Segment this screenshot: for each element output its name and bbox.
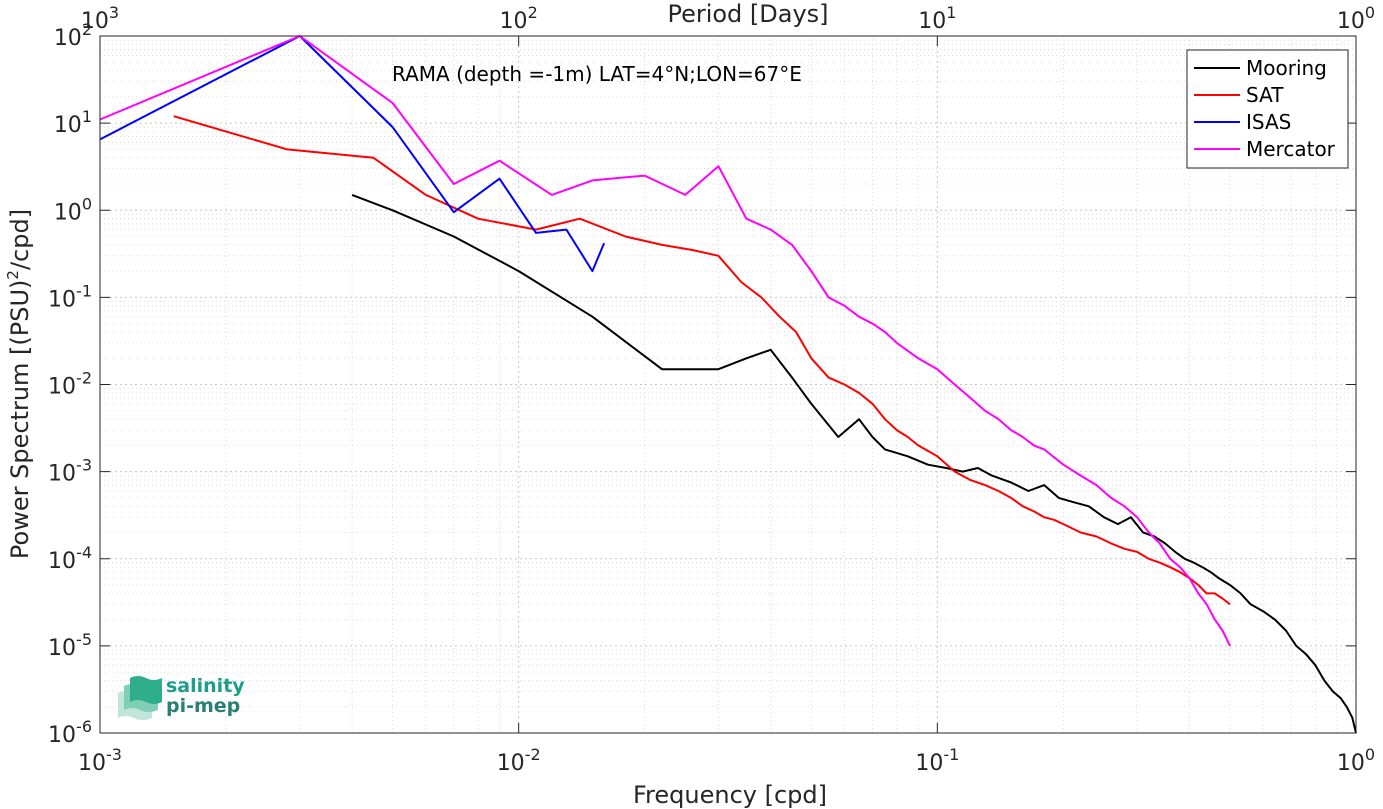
x-tick-label-base: 10 — [497, 751, 525, 776]
chart-annotation: RAMA (depth =-1m) LAT=4°N;LON=67°E — [392, 62, 802, 86]
top-tick-label-base: 10 — [81, 9, 109, 34]
y-tick-label-exponent: -5 — [76, 630, 92, 649]
y-tick-label-exponent: 2 — [82, 20, 92, 39]
salinity-pi-mep-logo: salinity pi-mep — [118, 675, 245, 720]
x-tick-label-exponent: 0 — [1365, 745, 1375, 764]
legend: Mooring SAT ISAS Mercator — [1186, 49, 1349, 169]
y-tick-label-base: 10 — [48, 636, 76, 661]
y-tick-label: 10-3 — [48, 456, 92, 487]
y-tick-label-exponent: -2 — [76, 369, 92, 388]
top-tick-label: 102 — [500, 3, 538, 34]
x-tick-label-exponent: -3 — [106, 745, 122, 764]
x-tick-label-base: 10 — [78, 751, 106, 776]
y-tick-label-base: 10 — [54, 26, 82, 51]
y-tick-label-base: 10 — [48, 723, 76, 748]
y-tick-label: 10-4 — [48, 543, 92, 574]
x-tick-label: 10-1 — [915, 745, 959, 776]
top-tick-label-base: 10 — [500, 9, 528, 34]
top-tick-label-base: 10 — [1337, 9, 1365, 34]
top-tick-label: 100 — [1337, 3, 1375, 34]
y-tick-label-exponent: -3 — [76, 456, 92, 475]
y-tick-label: 101 — [54, 107, 92, 138]
y-tick-label-base: 10 — [48, 462, 76, 487]
y-axis-label: Power Spectrum [(PSU)2/cpd] — [4, 209, 34, 559]
top-tick-label-exponent: 0 — [1365, 3, 1375, 22]
top-tick-label-base: 10 — [918, 9, 946, 34]
x-tick-label-exponent: -1 — [943, 745, 959, 764]
legend-label-mooring: Mooring — [1246, 56, 1327, 80]
top-tick-label-exponent: 3 — [109, 3, 119, 22]
series-line-isas — [99, 35, 606, 273]
y-tick-label-exponent: -6 — [76, 717, 92, 736]
logo-waves-icon — [118, 676, 162, 720]
x-tick-label: 10-2 — [497, 745, 541, 776]
y-tick-label-base: 10 — [48, 549, 76, 574]
x-tick-label: 100 — [1337, 745, 1375, 776]
legend-label-mercator: Mercator — [1246, 137, 1336, 161]
top-tick-label-exponent: 2 — [528, 3, 538, 22]
top-axis-label: Period [Days] — [667, 0, 828, 28]
series-line-mercator — [99, 35, 1231, 647]
x-axis-label: Frequency [cpd] — [633, 781, 827, 809]
y-axis-label-tail: /cpd] — [6, 209, 34, 270]
y-tick-label-base: 10 — [48, 375, 76, 400]
y-tick-label: 10-5 — [48, 630, 92, 661]
y-tick-label: 10-6 — [48, 717, 92, 748]
series-line-sat — [173, 115, 1231, 606]
y-tick-label: 100 — [54, 194, 92, 225]
top-tick-label: 103 — [81, 3, 119, 34]
y-axis-label-main: Power Spectrum [(PSU) — [6, 280, 34, 559]
plot-area — [100, 36, 1356, 733]
y-tick-label-exponent: 1 — [82, 107, 92, 126]
series-layer — [99, 35, 1357, 734]
x-tick-label-base: 10 — [1337, 751, 1365, 776]
x-tick-label-exponent: -2 — [525, 745, 541, 764]
x-tick-label: 10-3 — [78, 745, 122, 776]
logo-text-line2: pi-mep — [166, 695, 240, 717]
y-axis-label-sup: 2 — [4, 270, 22, 280]
y-tick-label: 102 — [54, 20, 92, 51]
legend-label-sat: SAT — [1246, 83, 1284, 107]
tick-marks — [99, 35, 1357, 734]
series-line-mooring — [351, 193, 1357, 734]
legend-label-isas: ISAS — [1246, 110, 1291, 134]
x-tick-label-base: 10 — [915, 751, 943, 776]
logo-text-line1: salinity — [166, 675, 245, 697]
y-tick-label-base: 10 — [54, 113, 82, 138]
y-tick-label: 10-1 — [48, 281, 92, 312]
y-tick-label-exponent: 0 — [82, 194, 92, 213]
y-tick-label-exponent: -4 — [76, 543, 92, 562]
minor-grid — [100, 36, 1356, 733]
top-tick-label: 101 — [918, 3, 956, 34]
y-tick-label: 10-2 — [48, 369, 92, 400]
y-tick-label-base: 10 — [54, 200, 82, 225]
y-tick-label-exponent: -1 — [76, 281, 92, 300]
top-tick-label-exponent: 1 — [946, 3, 956, 22]
y-tick-label-base: 10 — [48, 287, 76, 312]
